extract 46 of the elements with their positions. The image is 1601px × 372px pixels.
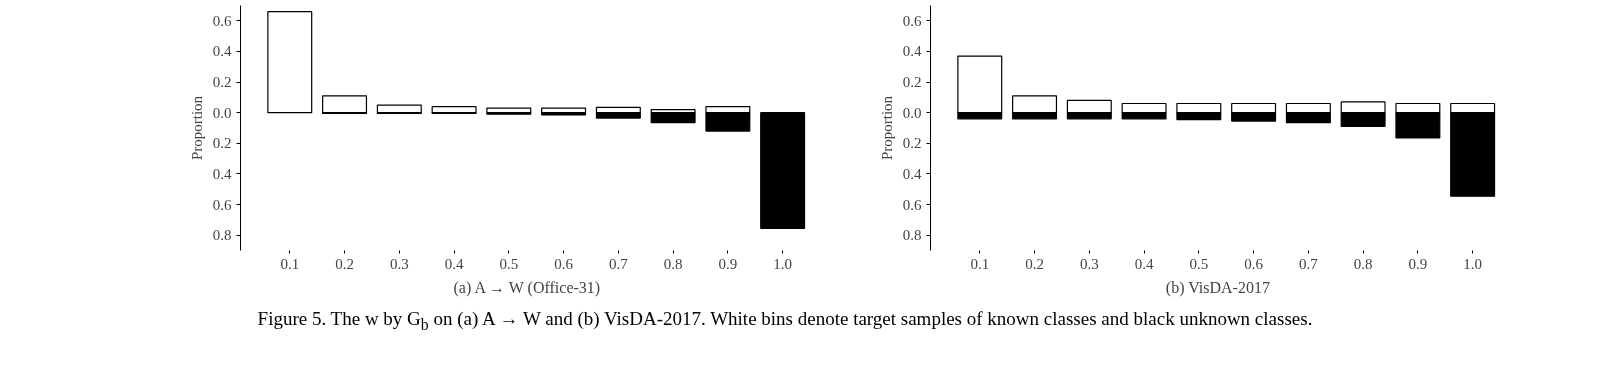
y-tick-label: 0.6 <box>902 196 922 213</box>
text: (a) A → W (Office-31) <box>453 278 601 297</box>
bar <box>650 112 696 124</box>
y-tick-label: 0.4 <box>212 43 232 60</box>
bar <box>322 95 368 114</box>
x-tick-label: 0.7 <box>1298 255 1319 272</box>
x-tick-label: 0.6 <box>1244 255 1264 272</box>
y-tick-label: 0.0 <box>212 104 232 121</box>
y-tick-label: 0.2 <box>902 135 922 152</box>
y-axis-title: Proportion <box>878 95 895 161</box>
bar <box>376 104 422 114</box>
y-tick-label: 0.2 <box>212 74 232 91</box>
x-tick-label: 0.4 <box>444 255 464 272</box>
x-tick-label: 0.1 <box>970 255 990 272</box>
y-tick-label: 0.6 <box>212 196 232 213</box>
y-tick-label: 0.6 <box>902 12 922 29</box>
x-tick-label: 0.8 <box>1353 255 1373 272</box>
x-tick-label: 0.9 <box>1408 255 1428 272</box>
y-tick-label: 0.0 <box>902 104 922 121</box>
x-tick-label: 0.2 <box>335 255 354 272</box>
y-tick-label: 0.6 <box>212 12 232 29</box>
x-tick-label: 0.5 <box>1189 255 1209 272</box>
x-tick-label: 0.1 <box>280 255 300 272</box>
x-tick-label: 1.0 <box>773 255 793 272</box>
x-tick-label: 0.9 <box>718 255 738 272</box>
x-tick-label: 0.8 <box>663 255 683 272</box>
caption: Figure 5. The w by G$_{b}$ on (a) A → W and (b) VisDA-2017. White bins denote target samples of known classes and black unknown classes. <box>257 307 1313 335</box>
x-tick-label: 0.7 <box>608 255 629 272</box>
bar <box>760 112 806 229</box>
x-tick-label: 1.0 <box>1463 255 1483 272</box>
bar <box>267 11 313 114</box>
x-tick-label: 0.4 <box>1134 255 1154 272</box>
y-tick-label: 0.4 <box>902 43 922 60</box>
y-axis-title: Proportion <box>188 95 205 161</box>
y-tick-label: 0.2 <box>212 135 232 152</box>
y-tick-label: 0.8 <box>212 227 232 244</box>
y-tick-label: 0.4 <box>902 165 922 182</box>
y-tick-label: 0.8 <box>902 227 922 244</box>
x-tick-label: 0.3 <box>389 255 409 272</box>
text: (b) VisDA-2017 <box>1165 278 1270 297</box>
x-tick-label: 0.3 <box>1079 255 1099 272</box>
x-tick-label: 0.6 <box>554 255 574 272</box>
y-tick-label: 0.2 <box>902 74 922 91</box>
x-tick-label: 0.2 <box>1025 255 1044 272</box>
y-tick-label: 0.4 <box>212 165 232 182</box>
x-tick-label: 0.5 <box>499 255 519 272</box>
